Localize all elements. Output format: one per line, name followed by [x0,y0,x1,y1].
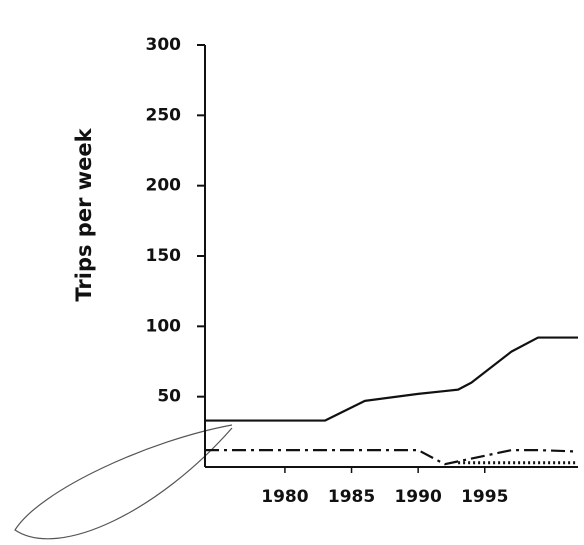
y-tick-label: 150 [146,246,182,266]
y-tick-label: 50 [157,387,181,407]
data-line [205,336,578,422]
y-tick-label: 100 [146,316,182,336]
y-tick-label: 250 [146,105,182,125]
y-tick-label: 300 [146,35,182,55]
x-tick-label: 1995 [461,487,508,507]
data-line [205,449,579,466]
x-tick-label: 1985 [328,487,375,507]
x-tick-label: 1990 [394,487,441,507]
x-tick-label: 1980 [261,487,308,507]
y-tick-label: 200 [146,176,182,196]
scan-artifact [14,424,233,540]
y-axis-label: Trips per week [72,127,96,301]
